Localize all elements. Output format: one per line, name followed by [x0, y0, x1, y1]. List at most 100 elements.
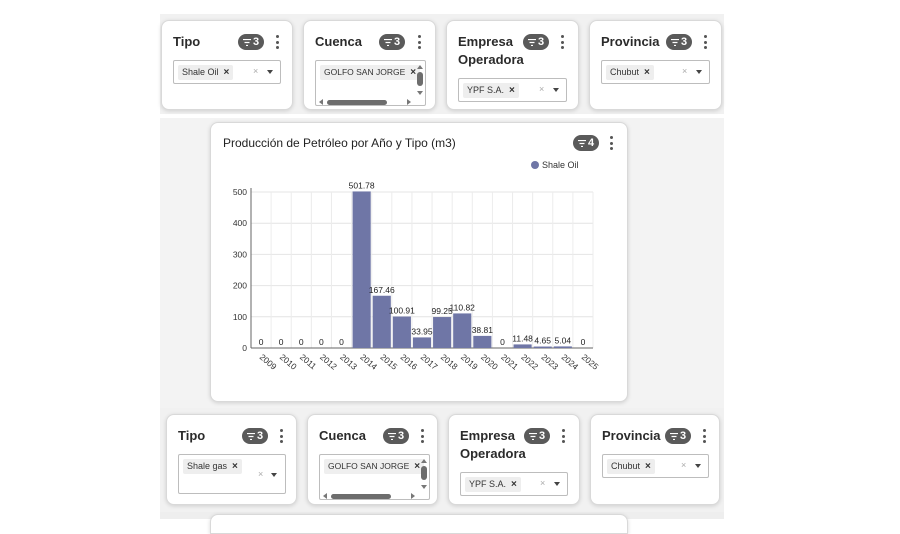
filter-card-empresa: Empresa Operadora 3 YPF S.A. × ×	[446, 20, 579, 110]
close-icon[interactable]: ×	[511, 479, 517, 490]
empresa-select[interactable]: YPF S.A. × ×	[458, 78, 567, 102]
empresa-select[interactable]: YPF S.A. × ×	[460, 472, 568, 496]
chart-title: Producción de Petróleo por Año y Tipo (m…	[223, 136, 456, 150]
filter-icon	[528, 38, 536, 46]
clear-icon[interactable]: ×	[682, 66, 688, 76]
data-label: 38.81	[472, 325, 494, 335]
scroll-right-icon[interactable]	[411, 493, 415, 499]
clear-icon[interactable]: ×	[681, 460, 687, 470]
kebab-menu-icon[interactable]	[418, 428, 426, 444]
kebab-menu-icon[interactable]	[415, 34, 423, 50]
filter-count-badge[interactable]: 4	[573, 135, 600, 151]
x-tick-label: 2019	[459, 352, 480, 372]
scroll-down-icon[interactable]	[417, 91, 423, 95]
filter-title: Tipo	[173, 34, 201, 49]
kebab-menu-icon[interactable]	[701, 34, 709, 50]
filter-count-badge[interactable]: 3	[524, 428, 551, 444]
scroll-thumb[interactable]	[327, 100, 387, 105]
selected-chip: Shale Oil ×	[178, 65, 234, 80]
close-icon[interactable]: ×	[410, 67, 417, 78]
clear-icon[interactable]: ×	[253, 66, 259, 76]
filter-count-badge[interactable]: 3	[379, 34, 406, 50]
scroll-up-icon[interactable]	[417, 65, 423, 69]
data-label: 0	[581, 337, 586, 347]
close-icon[interactable]: ×	[645, 461, 651, 472]
tipo-select[interactable]: Shale Oil × ×	[173, 60, 281, 84]
provincia-select[interactable]: Chubut × ×	[601, 60, 710, 84]
scroll-down-icon[interactable]	[421, 485, 427, 489]
scroll-thumb[interactable]	[421, 466, 427, 480]
kebab-menu-icon[interactable]	[700, 428, 708, 444]
kebab-menu-icon[interactable]	[607, 135, 615, 151]
clear-icon[interactable]: ×	[539, 84, 545, 94]
filter-count-badge[interactable]: 3	[665, 428, 692, 444]
close-icon[interactable]: ×	[509, 85, 515, 96]
chevron-down-icon[interactable]	[271, 473, 277, 477]
data-label: 0	[259, 337, 264, 347]
filter-count-badge[interactable]: 3	[238, 34, 265, 50]
filter-icon	[670, 432, 678, 440]
filter-count: 3	[538, 36, 545, 48]
filter-count: 3	[253, 36, 260, 48]
scroll-thumb[interactable]	[331, 494, 391, 499]
x-tick-label: 2020	[479, 352, 500, 372]
filter-title: Cuenca	[319, 428, 366, 443]
close-icon[interactable]: ×	[223, 67, 230, 78]
filter-card-tipo: Tipo 3 Shale Oil × ×	[161, 20, 293, 110]
kebab-menu-icon[interactable]	[559, 428, 567, 444]
filter-card-tipo-2: Tipo 3 Shale gas × ×	[166, 414, 297, 505]
x-tick-label: 2009	[258, 352, 279, 372]
filter-count-badge[interactable]: 3	[383, 428, 410, 444]
data-label: 11.48	[512, 333, 533, 343]
scroll-right-icon[interactable]	[407, 99, 411, 105]
data-label: 4.65	[534, 336, 551, 346]
chevron-down-icon[interactable]	[267, 70, 273, 74]
data-label: 167.46	[369, 285, 395, 295]
tipo-select[interactable]: Shale gas × ×	[178, 454, 286, 494]
chevron-down-icon[interactable]	[553, 88, 559, 92]
scroll-thumb[interactable]	[417, 72, 423, 86]
cuenca-multiselect[interactable]: GOLFO SAN JORGE ×	[319, 454, 430, 500]
close-icon[interactable]: ×	[232, 461, 238, 472]
filter-count: 3	[680, 430, 687, 442]
vertical-scrollbar[interactable]	[416, 65, 424, 95]
y-tick-label: 200	[233, 281, 247, 291]
kebab-menu-icon[interactable]	[273, 34, 281, 50]
scroll-left-icon[interactable]	[319, 99, 323, 105]
bar-chart: 0 100 200 300 400 500 0 0 0 0 0 501.78 167.46 100.91 3…	[233, 180, 601, 372]
horizontal-scrollbar[interactable]	[323, 492, 415, 500]
selected-chip: GOLFO SAN JORGE ×	[320, 65, 421, 80]
bar	[392, 316, 411, 348]
scroll-left-icon[interactable]	[323, 493, 327, 499]
filter-count-badge[interactable]: 3	[523, 34, 550, 50]
chart-legend[interactable]: Shale Oil	[531, 160, 579, 170]
close-icon[interactable]: ×	[644, 67, 650, 78]
filter-card-empresa-2: Empresa Operadora 3 YPF S.A. × ×	[448, 414, 580, 505]
chevron-down-icon[interactable]	[696, 70, 702, 74]
kebab-menu-icon[interactable]	[277, 428, 285, 444]
filter-icon	[247, 432, 255, 440]
filter-count-badge[interactable]: 3	[666, 34, 693, 50]
filter-icon	[388, 432, 396, 440]
clear-icon[interactable]: ×	[258, 469, 264, 479]
filter-count-badge[interactable]: 3	[242, 428, 269, 444]
cuenca-multiselect[interactable]: GOLFO SAN JORGE ×	[315, 60, 426, 106]
data-label: 5.04	[555, 335, 572, 345]
data-label: 100.91	[389, 306, 415, 316]
clear-icon[interactable]: ×	[540, 478, 546, 488]
vertical-scrollbar[interactable]	[420, 459, 428, 489]
horizontal-scrollbar[interactable]	[319, 98, 411, 106]
chevron-down-icon[interactable]	[695, 464, 701, 468]
close-icon[interactable]: ×	[414, 461, 421, 472]
x-tick-label: 2014	[358, 352, 379, 372]
y-tick-label: 400	[233, 218, 247, 228]
scroll-up-icon[interactable]	[421, 459, 427, 463]
data-label: 99.25	[431, 306, 453, 316]
kebab-menu-icon[interactable]	[558, 34, 566, 50]
chevron-down-icon[interactable]	[554, 482, 560, 486]
data-label: 0	[339, 337, 344, 347]
provincia-select[interactable]: Chubut × ×	[602, 454, 709, 478]
data-label: 33.95	[411, 326, 433, 336]
x-tick-label: 2021	[499, 352, 520, 372]
selected-chip: Chubut ×	[606, 65, 654, 80]
